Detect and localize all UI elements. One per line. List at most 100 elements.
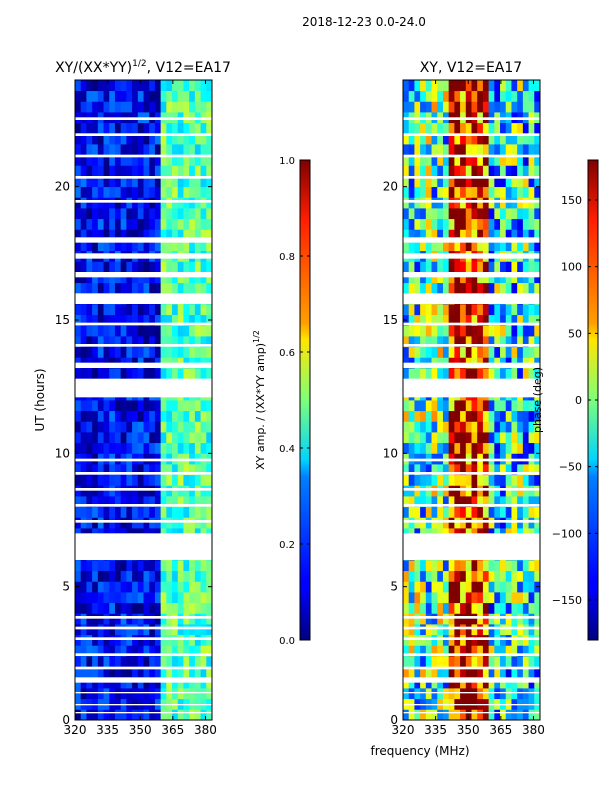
- heatmap-cell: [408, 197, 415, 209]
- heatmap-cell: [414, 208, 421, 220]
- heatmap-cell: [154, 485, 162, 497]
- heatmap-cell: [149, 261, 156, 273]
- heatmap-cell: [534, 154, 541, 166]
- heatmap-cell: [206, 186, 213, 198]
- heatmap-cell: [500, 624, 507, 636]
- heatmap-cell: [471, 229, 478, 241]
- heatmap-cell: [517, 336, 524, 348]
- heatmap-cell: [149, 272, 156, 284]
- heatmap-cell: [154, 240, 162, 252]
- heatmap-cell: [442, 282, 450, 294]
- heatmap-cell: [143, 272, 150, 284]
- heatmap-cell: [177, 186, 184, 198]
- heatmap-cell: [403, 485, 410, 497]
- heatmap-cell: [534, 122, 541, 134]
- heatmap-cell: [80, 133, 87, 145]
- heatmap-cell: [488, 464, 495, 476]
- heatmap-cell: [534, 506, 541, 518]
- heatmap-cell: [143, 592, 150, 604]
- heatmap-cell: [80, 634, 87, 646]
- heatmap-cell: [114, 645, 122, 657]
- heatmap-cell: [448, 709, 455, 721]
- heatmap-cell: [97, 656, 104, 668]
- heatmap-cell: [460, 432, 467, 444]
- heatmap-cell: [154, 165, 162, 177]
- heatmap-cell: [460, 165, 467, 177]
- heatmap-cell: [454, 592, 461, 604]
- heatmap-cell: [103, 346, 110, 358]
- heatmap-cell: [149, 709, 156, 721]
- x-tick-label: 350: [457, 723, 480, 737]
- heatmap-cell: [143, 666, 150, 678]
- heatmap-cell: [75, 656, 82, 668]
- heatmap-cell: [132, 485, 139, 497]
- heatmap-cell: [80, 656, 87, 668]
- heatmap-cell: [437, 464, 444, 476]
- heatmap-cell: [528, 218, 535, 230]
- heatmap-cell: [80, 666, 87, 678]
- heatmap-cell: [206, 90, 213, 102]
- heatmap-cell: [471, 709, 478, 721]
- heatmap-cell: [114, 709, 122, 721]
- heatmap-cell: [408, 517, 415, 529]
- heatmap-cell: [103, 218, 110, 230]
- heatmap-cell: [522, 144, 529, 156]
- heatmap-cell: [137, 400, 144, 412]
- heatmap-cell: [126, 336, 133, 348]
- heatmap-cell: [425, 282, 432, 294]
- heatmap-cell: [522, 336, 529, 348]
- heatmap-cell: [477, 592, 484, 604]
- heatmap-cell: [522, 165, 529, 177]
- heatmap-cell: [200, 218, 207, 230]
- heatmap-cell: [442, 176, 450, 188]
- heatmap-cell: [194, 592, 201, 604]
- heatmap-cell: [437, 229, 444, 241]
- heatmap-cell: [109, 464, 116, 476]
- heatmap-cell: [75, 517, 82, 529]
- heatmap-cell: [143, 154, 150, 166]
- heatmap-cell: [505, 485, 512, 497]
- heatmap-cell: [143, 165, 150, 177]
- heatmap-cell: [505, 688, 512, 700]
- heatmap-cell: [189, 208, 196, 220]
- heatmap-cell: [511, 154, 518, 166]
- heatmap-cell: [126, 496, 133, 508]
- heatmap-cell: [420, 421, 427, 433]
- heatmap-cell: [500, 634, 507, 646]
- heatmap-cell: [80, 709, 87, 721]
- heatmap-cell: [465, 506, 472, 518]
- colorbar-tick-label: 0: [575, 394, 582, 407]
- heatmap-cell: [500, 154, 507, 166]
- heatmap-cell: [425, 517, 432, 529]
- heatmap-cell: [126, 592, 133, 604]
- heatmap-cell: [477, 176, 484, 188]
- heatmap-cell: [114, 400, 122, 412]
- heatmap-cell: [454, 229, 461, 241]
- heatmap-cell: [109, 656, 116, 668]
- heatmap-cell: [494, 656, 501, 668]
- heatmap-cell: [149, 410, 156, 422]
- heatmap-cell: [482, 400, 490, 412]
- heatmap-cell: [143, 197, 150, 209]
- heatmap-cell: [172, 197, 179, 209]
- heatmap-cell: [431, 101, 438, 113]
- heatmap-cell: [143, 314, 150, 326]
- heatmap-cell: [488, 709, 495, 721]
- heatmap-cell: [132, 400, 139, 412]
- heatmap-cell: [160, 336, 167, 348]
- heatmap-cell: [477, 197, 484, 209]
- heatmap-cell: [420, 186, 427, 198]
- heatmap-cell: [448, 336, 455, 348]
- heatmap-cell: [80, 80, 87, 92]
- heatmap-cell: [460, 144, 467, 156]
- heatmap-cell: [408, 506, 415, 518]
- heatmap-cell: [200, 314, 207, 326]
- heatmap-cell: [494, 282, 501, 294]
- heatmap-cell: [177, 272, 184, 284]
- heatmap-cell: [137, 688, 144, 700]
- heatmap-cell: [149, 90, 156, 102]
- heatmap-cell: [75, 677, 82, 689]
- heatmap-cell: [420, 432, 427, 444]
- heatmap-cell: [477, 496, 484, 508]
- heatmap-cell: [92, 624, 99, 636]
